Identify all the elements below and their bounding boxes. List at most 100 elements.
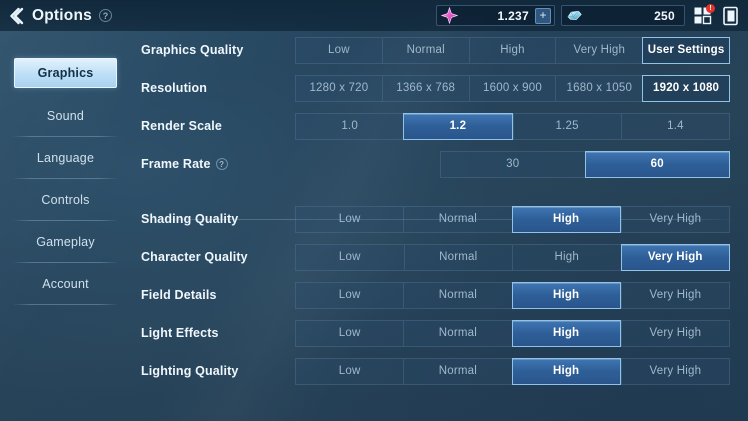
- option-render-scale-1.2[interactable]: 1.2: [403, 112, 513, 140]
- sidebar-item-graphics[interactable]: Graphics: [14, 58, 117, 88]
- option-group-frame-rate: 30 60: [440, 150, 730, 178]
- sidebar-item-sound[interactable]: Sound: [12, 102, 119, 137]
- setting-label-text: Graphics Quality: [141, 43, 244, 57]
- option-lighting-quality-normal[interactable]: Normal: [403, 357, 512, 385]
- currency-gem-value: 1.237: [497, 8, 529, 23]
- sidebar-item-label: Account: [42, 277, 89, 291]
- option-character-quality-low[interactable]: Low: [295, 243, 404, 271]
- option-frame-rate-60[interactable]: 60: [584, 150, 730, 178]
- grid-menu-button[interactable]: !: [691, 3, 715, 27]
- setting-label-text: Render Scale: [141, 119, 223, 133]
- option-shading-quality-normal[interactable]: Normal: [403, 205, 512, 233]
- option-graphics-quality-very-high[interactable]: Very High: [555, 36, 643, 64]
- setting-row-frame-rate: Frame Rate? 30 60: [131, 145, 748, 183]
- sidebar-item-label: Graphics: [37, 66, 94, 80]
- setting-row-render-scale: Render Scale 1.0 1.2 1.25 1.4: [131, 107, 748, 145]
- sidebar-item-label: Controls: [41, 193, 90, 207]
- option-group-resolution: 1280 x 720 1366 x 768 1600 x 900 1680 x 105…: [295, 74, 730, 102]
- exit-door-icon: [721, 6, 740, 26]
- add-gem-button[interactable]: +: [535, 7, 551, 24]
- option-graphics-quality-low[interactable]: Low: [295, 36, 382, 64]
- option-graphics-quality-normal[interactable]: Normal: [381, 36, 469, 64]
- setting-label-light-effects: Light Effects: [131, 326, 295, 340]
- option-lighting-quality-low[interactable]: Low: [295, 357, 404, 385]
- settings-panel: Graphics Quality Low Normal High Very High Us…: [131, 31, 748, 421]
- option-graphics-quality-high[interactable]: High: [468, 36, 556, 64]
- sidebar-item-account[interactable]: Account: [12, 270, 119, 305]
- option-graphics-quality-user-settings[interactable]: User Settings: [642, 36, 730, 64]
- top-header-bar: Options ?: [0, 0, 748, 31]
- setting-row-character-quality: Character Quality Low Normal High Very High: [131, 238, 748, 276]
- exit-button[interactable]: [719, 5, 741, 27]
- currency-crystal[interactable]: 250: [561, 5, 685, 26]
- option-group-field-details: Low Normal High Very High: [295, 281, 730, 309]
- option-lighting-quality-very-high[interactable]: Very High: [620, 357, 730, 385]
- option-light-effects-normal[interactable]: Normal: [403, 319, 512, 347]
- option-field-details-normal[interactable]: Normal: [403, 281, 512, 309]
- setting-label-text: Resolution: [141, 81, 208, 95]
- option-frame-rate-30[interactable]: 30: [440, 150, 585, 178]
- option-shading-quality-very-high[interactable]: Very High: [620, 205, 730, 233]
- notification-badge: !: [706, 3, 715, 13]
- setting-row-resolution: Resolution 1280 x 720 1366 x 768 1600 x 900…: [131, 69, 748, 107]
- setting-label-shading-quality: Shading Quality: [131, 212, 295, 226]
- option-group-light-effects: Low Normal High Very High: [295, 319, 730, 347]
- option-shading-quality-high[interactable]: High: [511, 205, 621, 233]
- setting-label-text: Light Effects: [141, 326, 219, 340]
- sidebar-item-gameplay[interactable]: Gameplay: [12, 228, 119, 263]
- option-group-render-scale: 1.0 1.2 1.25 1.4: [295, 112, 730, 140]
- chevron-left-icon: [10, 7, 26, 25]
- option-group-lighting-quality: Low Normal High Very High: [295, 357, 730, 385]
- option-group-shading-quality: Low Normal High Very High: [295, 205, 730, 233]
- option-render-scale-1.25[interactable]: 1.25: [512, 112, 621, 140]
- setting-row-light-effects: Light Effects Low Normal High Very High: [131, 314, 748, 352]
- option-render-scale-1.4[interactable]: 1.4: [620, 112, 730, 140]
- option-light-effects-low[interactable]: Low: [295, 319, 404, 347]
- back-button[interactable]: [9, 6, 27, 26]
- sidebar-item-controls[interactable]: Controls: [12, 186, 119, 221]
- option-field-details-high[interactable]: High: [511, 281, 621, 309]
- option-light-effects-high[interactable]: High: [511, 319, 621, 347]
- settings-section-display: Graphics Quality Low Normal High Very High Us…: [131, 31, 748, 183]
- setting-label-text: Character Quality: [141, 250, 248, 264]
- setting-label-frame-rate: Frame Rate?: [131, 157, 295, 171]
- option-light-effects-very-high[interactable]: Very High: [620, 319, 730, 347]
- setting-label-text: Field Details: [141, 288, 217, 302]
- currency-gem[interactable]: 1.237 +: [436, 5, 555, 26]
- setting-row-lighting-quality: Lighting Quality Low Normal High Very High: [131, 352, 748, 390]
- option-lighting-quality-high[interactable]: High: [511, 357, 621, 385]
- pink-gem-icon: [441, 7, 458, 24]
- option-resolution-1600-x-900[interactable]: 1600 x 900: [468, 74, 556, 102]
- option-character-quality-normal[interactable]: Normal: [403, 243, 512, 271]
- option-field-details-low[interactable]: Low: [295, 281, 404, 309]
- sidebar-item-language[interactable]: Language: [12, 144, 119, 179]
- section-divider: [141, 219, 736, 220]
- sidebar-item-label: Sound: [46, 109, 85, 123]
- option-resolution-1366-x-768[interactable]: 1366 x 768: [381, 74, 469, 102]
- setting-help-icon[interactable]: ?: [215, 158, 228, 170]
- blue-crystal-icon: [566, 7, 583, 24]
- setting-label-resolution: Resolution: [131, 81, 295, 95]
- page-title: Options: [32, 6, 92, 24]
- option-render-scale-1.0[interactable]: 1.0: [295, 112, 404, 140]
- setting-label-text: Frame Rate: [141, 157, 211, 171]
- option-resolution-1920-x-1080[interactable]: 1920 x 1080: [642, 74, 730, 102]
- option-field-details-very-high[interactable]: Very High: [620, 281, 730, 309]
- setting-label-text: Lighting Quality: [141, 364, 239, 378]
- header-help-icon[interactable]: ?: [98, 9, 112, 22]
- setting-label-character-quality: Character Quality: [131, 250, 295, 264]
- option-resolution-1280-x-720[interactable]: 1280 x 720: [295, 74, 382, 102]
- option-group-character-quality: Low Normal High Very High: [295, 243, 730, 271]
- sidebar-item-label: Language: [36, 151, 95, 165]
- setting-label-render-scale: Render Scale: [131, 119, 295, 133]
- option-character-quality-high[interactable]: High: [512, 243, 621, 271]
- setting-row-field-details: Field Details Low Normal High Very High: [131, 276, 748, 314]
- option-shading-quality-low[interactable]: Low: [295, 205, 404, 233]
- setting-label-lighting-quality: Lighting Quality: [131, 364, 295, 378]
- currency-crystal-value: 250: [654, 8, 675, 23]
- option-character-quality-very-high[interactable]: Very High: [620, 243, 730, 271]
- sidebar-item-label: Gameplay: [36, 235, 95, 249]
- setting-label-text: Shading Quality: [141, 212, 239, 226]
- option-resolution-1680-x-1050[interactable]: 1680 x 1050: [555, 74, 643, 102]
